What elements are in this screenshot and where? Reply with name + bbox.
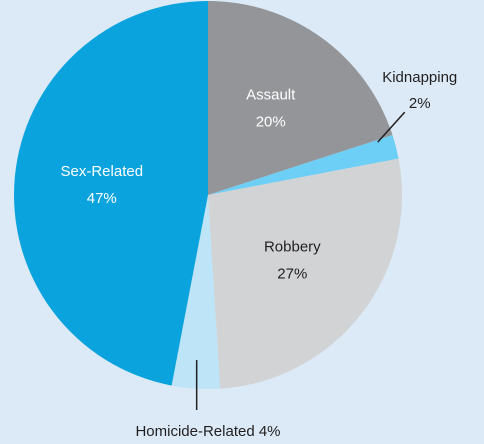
slice-label: Robbery 27% — [264, 238, 321, 282]
pie-slice — [208, 158, 402, 389]
pie-slice — [14, 1, 209, 386]
slice-label: Assault 20% — [246, 87, 296, 131]
category-label: Homicide-Related — [135, 423, 254, 440]
category-label: Kidnapping — [382, 69, 457, 86]
pie-slice — [208, 135, 399, 195]
value-label: 2% — [409, 95, 431, 112]
category-label: Sex-Related — [61, 163, 144, 180]
value-label: 20% — [256, 114, 286, 131]
category-label: Robbery — [264, 238, 321, 255]
leader-line — [377, 111, 406, 143]
value-label: 47% — [87, 190, 117, 207]
pie-slice — [208, 1, 393, 195]
pie-slice — [171, 195, 221, 389]
slice-label: Kidnapping 2% — [382, 69, 457, 112]
category-label: Assault — [246, 87, 296, 104]
slice-label: Homicide-Related 4% — [135, 423, 280, 440]
value-label: 4% — [259, 423, 281, 440]
slice-label: Sex-Related 47% — [61, 163, 144, 207]
value-label: 27% — [277, 265, 307, 282]
